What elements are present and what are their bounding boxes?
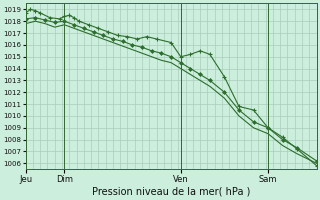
- X-axis label: Pression niveau de la mer( hPa ): Pression niveau de la mer( hPa ): [92, 187, 250, 197]
